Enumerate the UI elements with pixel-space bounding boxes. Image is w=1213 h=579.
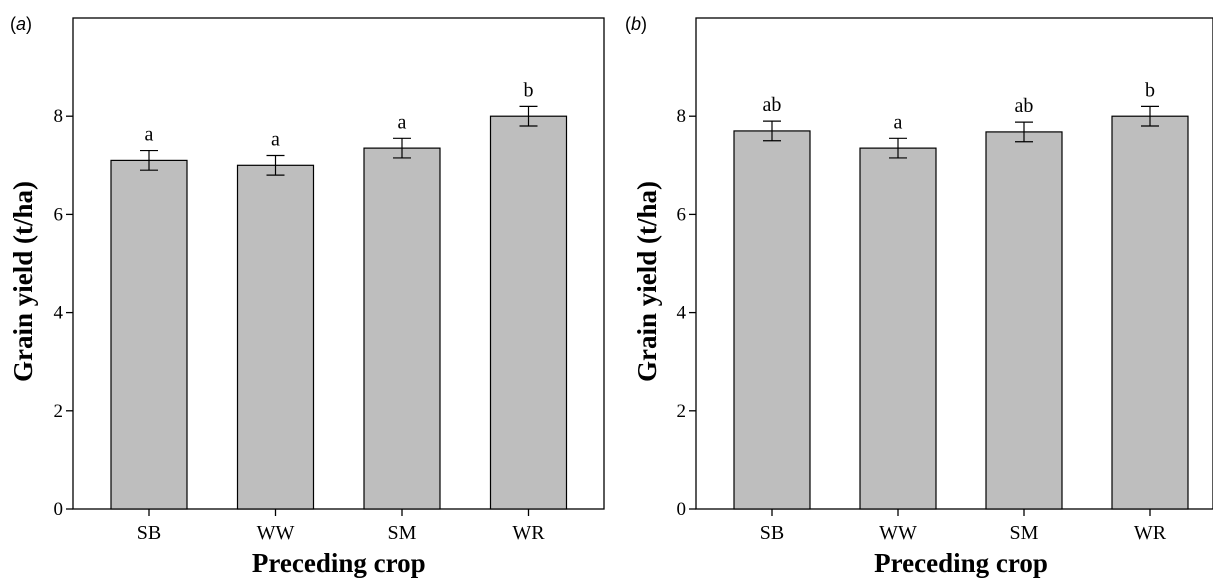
significance-letter: b [524, 79, 534, 101]
bar-wr [489, 115, 568, 510]
y-tick-label: 8 [677, 106, 687, 127]
significance-letter: a [894, 111, 903, 133]
bar-sb [110, 159, 188, 510]
x-tick-label: WR [512, 522, 545, 544]
chart-panel-a: 0 2 4 6 8 a SB a WW a SM b WR Preceding crop Grain yie… [8, 14, 605, 578]
chart-panel-b: 0 2 4 6 8 ab SB a WW ab SM b WR Preceding crop Grain y… [625, 14, 1213, 578]
bar-ww [236, 164, 315, 510]
x-tick-label: SB [137, 522, 161, 544]
panel-tag: (b) [625, 14, 647, 34]
x-tick-label: SM [388, 522, 417, 544]
x-tick-label: SM [1010, 522, 1039, 544]
significance-letter: a [145, 124, 154, 146]
bar-ww [859, 147, 937, 510]
y-tick-label: 6 [677, 204, 687, 225]
y-tick-label: 0 [54, 499, 64, 520]
x-tick-label: WW [257, 522, 295, 544]
significance-letter: b [1145, 79, 1155, 101]
plot-frame [72, 17, 605, 510]
bar-sm [985, 131, 1063, 510]
panel-tag-close: ) [641, 14, 647, 34]
y-tick-label: 0 [677, 499, 687, 520]
significance-letter: ab [763, 94, 782, 116]
y-tick-label: 8 [54, 106, 64, 127]
x-axis-label: Preceding crop [252, 548, 426, 578]
x-tick-label: WR [1134, 522, 1167, 544]
panel-tag-close: ) [26, 14, 32, 34]
panel-tag: (a) [10, 14, 32, 34]
bar-sm [363, 147, 441, 510]
bar-wr [1111, 115, 1189, 510]
y-tick-label: 6 [54, 204, 64, 225]
y-tick-label: 4 [677, 303, 687, 324]
panel-tag-letter: a [16, 14, 26, 34]
panel-tag-letter: b [631, 14, 641, 34]
x-tick-label: WW [879, 522, 917, 544]
y-tick-label: 4 [54, 303, 64, 324]
significance-letter: ab [1015, 95, 1034, 117]
y-axis-label: Grain yield (t/ha) [632, 181, 662, 382]
x-tick-label: SB [760, 522, 784, 544]
bar-sb [733, 130, 811, 510]
y-axis-label: Grain yield (t/ha) [8, 181, 38, 382]
significance-letter: a [398, 111, 407, 133]
y-tick-label: 2 [54, 401, 64, 422]
panel-tag-open: ( [10, 14, 16, 34]
y-tick-label: 2 [677, 401, 687, 422]
plot-frame [695, 17, 1213, 510]
significance-letter: a [271, 128, 280, 150]
x-axis-label: Preceding crop [874, 548, 1048, 578]
panel-tag-open: ( [625, 14, 631, 34]
